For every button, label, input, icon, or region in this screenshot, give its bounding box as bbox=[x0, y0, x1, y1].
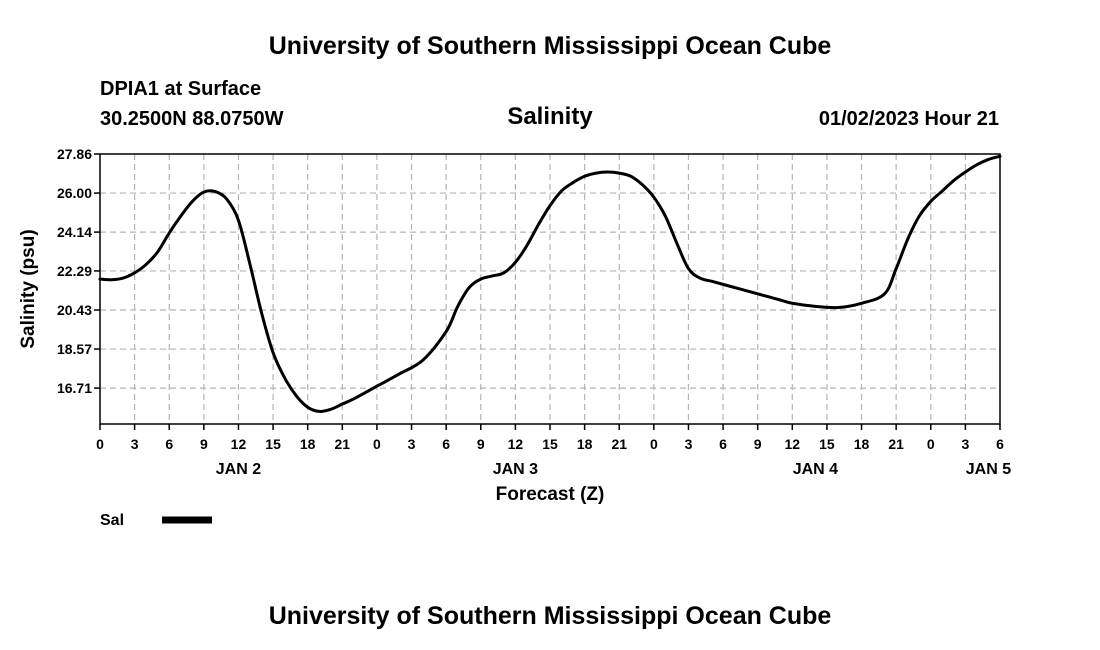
x-tick-label: 15 bbox=[265, 436, 281, 452]
chart-title: Salinity bbox=[507, 103, 593, 130]
x-tick-label: 6 bbox=[442, 436, 450, 452]
y-tick-label: 27.86 bbox=[57, 146, 92, 162]
y-tick-label: 20.43 bbox=[57, 302, 92, 318]
x-tick-label: 15 bbox=[542, 436, 558, 452]
x-tick-label: 21 bbox=[888, 436, 904, 452]
figure-title: University of Southern Mississippi Ocean… bbox=[269, 32, 832, 60]
x-axis-label: Forecast (Z) bbox=[496, 484, 605, 505]
coordinates-label: 30.2500N 88.0750W bbox=[100, 108, 284, 130]
x-axis-ticks: 0 3 6 9 12 15 18 21 0 3 6 9 12 15 18 21 0 3 6 9 12 15 18 21 0 3 6 bbox=[96, 424, 1004, 452]
grid-lines bbox=[100, 154, 1000, 424]
day-label: JAN 2 bbox=[216, 461, 261, 478]
x-tick-label: 0 bbox=[927, 436, 935, 452]
x-tick-label: 0 bbox=[650, 436, 658, 452]
x-tick-label: 9 bbox=[754, 436, 762, 452]
x-tick-label: 3 bbox=[131, 436, 139, 452]
day-label: JAN 5 bbox=[966, 461, 1011, 478]
series-line-sal bbox=[98, 154, 1002, 413]
legend-label: Sal bbox=[100, 512, 124, 529]
x-tick-label: 9 bbox=[200, 436, 208, 452]
y-tick-label: 22.29 bbox=[57, 263, 92, 279]
plot-frame bbox=[99, 153, 1001, 425]
x-tick-label: 12 bbox=[785, 436, 801, 452]
x-tick-label: 3 bbox=[961, 436, 969, 452]
x-tick-label: 6 bbox=[165, 436, 173, 452]
x-tick-label: 15 bbox=[819, 436, 835, 452]
x-tick-label: 9 bbox=[477, 436, 485, 452]
day-label: JAN 4 bbox=[793, 461, 838, 478]
x-tick-label: 18 bbox=[577, 436, 593, 452]
x-tick-label: 3 bbox=[685, 436, 693, 452]
series-layer bbox=[98, 154, 1002, 413]
day-label: JAN 3 bbox=[493, 461, 538, 478]
footer-title: University of Southern Mississippi Ocean… bbox=[269, 602, 832, 630]
y-tick-label: 24.14 bbox=[57, 224, 92, 240]
forecast-datetime: 01/02/2023 Hour 21 bbox=[819, 108, 999, 130]
y-axis-ticks: 27.86 26.00 24.14 22.29 20.43 18.57 16.71 bbox=[57, 146, 100, 396]
station-label: DPIA1 at Surface bbox=[100, 78, 261, 100]
y-tick-label: 16.71 bbox=[57, 380, 92, 396]
x-tick-label: 6 bbox=[996, 436, 1004, 452]
x-tick-label: 21 bbox=[611, 436, 627, 452]
y-tick-label: 26.00 bbox=[57, 185, 92, 201]
x-tick-label: 18 bbox=[854, 436, 870, 452]
x-tick-label: 3 bbox=[408, 436, 416, 452]
x-tick-label: 6 bbox=[719, 436, 727, 452]
x-axis-day-labels: JAN 2 JAN 3 JAN 4 JAN 5 bbox=[216, 461, 1011, 478]
x-tick-label: 12 bbox=[508, 436, 524, 452]
x-tick-label: 12 bbox=[231, 436, 247, 452]
y-tick-label: 18.57 bbox=[57, 341, 92, 357]
x-tick-label: 0 bbox=[96, 436, 104, 452]
x-tick-label: 21 bbox=[335, 436, 351, 452]
y-axis-label: Salinity (psu) bbox=[18, 229, 39, 348]
x-tick-label: 18 bbox=[300, 436, 316, 452]
x-tick-label: 0 bbox=[373, 436, 381, 452]
